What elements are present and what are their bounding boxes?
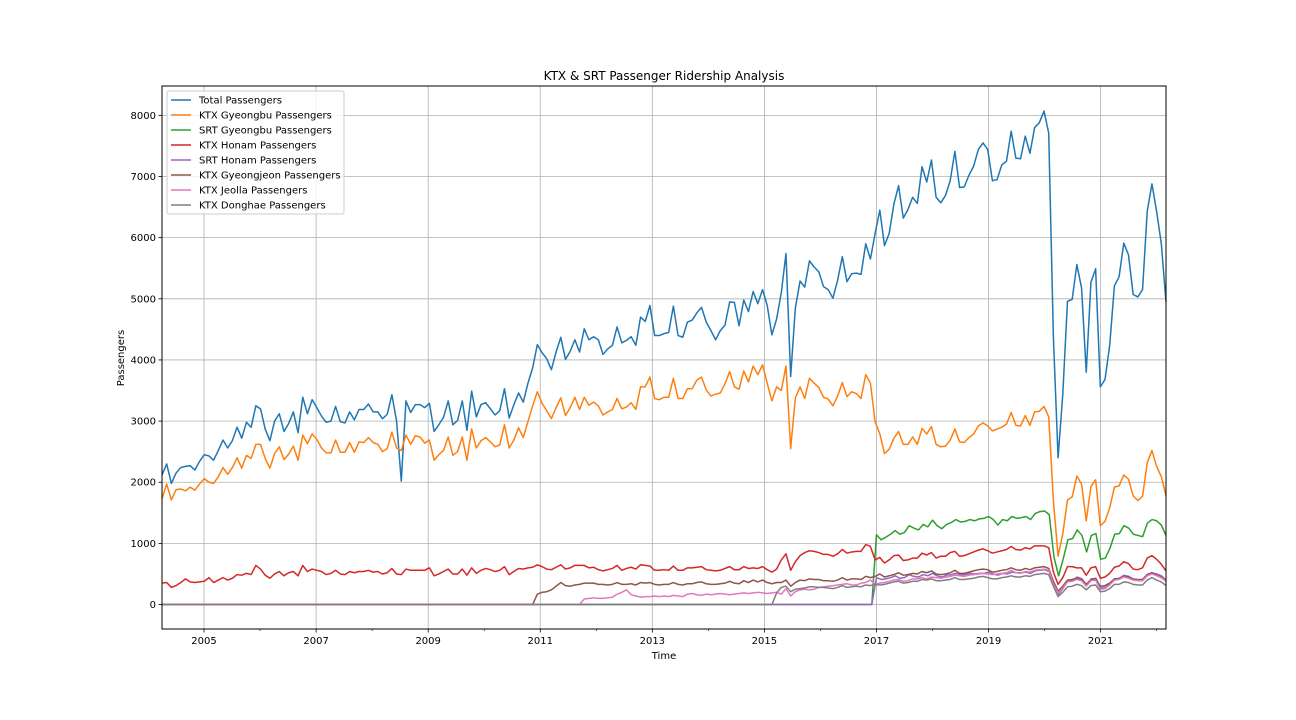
y-axis: 0 1000 2000 3000 4000 5000 6000 7000 8000 bbox=[131, 111, 162, 611]
x-tick-label: 2021 bbox=[1088, 636, 1113, 647]
x-axis: 2005 2007 2009 2011 2013 2015 2017 2019 2021 bbox=[191, 629, 1157, 647]
x-tick-label: 2011 bbox=[528, 636, 553, 647]
y-tick-label: 1000 bbox=[131, 539, 156, 550]
legend-entry: KTX Jeolla Passengers bbox=[199, 186, 307, 197]
x-tick-label: 2005 bbox=[191, 636, 216, 647]
x-tick-label: 2009 bbox=[415, 636, 440, 647]
y-tick-label: 8000 bbox=[131, 111, 156, 122]
series-line-2 bbox=[161, 364, 1167, 557]
y-tick-label: 4000 bbox=[131, 355, 156, 366]
y-tick-label: 3000 bbox=[131, 417, 156, 428]
series-lines bbox=[161, 110, 1167, 606]
plot-frame bbox=[161, 85, 1167, 630]
x-tick-label: 2013 bbox=[640, 636, 665, 647]
legend-entry: KTX Donghae Passengers bbox=[199, 201, 326, 212]
series-line-4 bbox=[161, 543, 1167, 589]
legend-entry: SRT Gyeongbu Passengers bbox=[199, 126, 332, 137]
y-tick-label: 2000 bbox=[131, 478, 156, 489]
legend: Total Passengers KTX Gyeongbu Passengers S… bbox=[166, 90, 345, 215]
legend-entry: Total Passengers bbox=[198, 96, 282, 107]
y-axis-label: Passengers bbox=[116, 330, 127, 386]
y-tick-label: 0 bbox=[150, 600, 156, 611]
x-axis-label: Time bbox=[651, 651, 676, 662]
legend-entry: SRT Honam Passengers bbox=[199, 156, 316, 167]
chart-title: KTX & SRT Passenger Ridership Analysis bbox=[544, 69, 785, 83]
y-tick-label: 5000 bbox=[131, 294, 156, 305]
series-line-8 bbox=[162, 572, 1167, 606]
x-tick-label: 2017 bbox=[864, 636, 889, 647]
legend-entry: KTX Honam Passengers bbox=[199, 141, 316, 152]
legend-box bbox=[166, 90, 345, 215]
x-tick-label: 2019 bbox=[976, 636, 1001, 647]
y-tick-label: 6000 bbox=[131, 233, 156, 244]
y-tick-label: 7000 bbox=[131, 172, 156, 183]
legend-entry: KTX Gyeongjeon Passengers bbox=[199, 171, 341, 182]
series-line-1 bbox=[161, 110, 1167, 485]
x-tick-label: 2007 bbox=[303, 636, 328, 647]
x-tick-label: 2015 bbox=[752, 636, 777, 647]
legend-entry: KTX Gyeongbu Passengers bbox=[199, 111, 332, 122]
